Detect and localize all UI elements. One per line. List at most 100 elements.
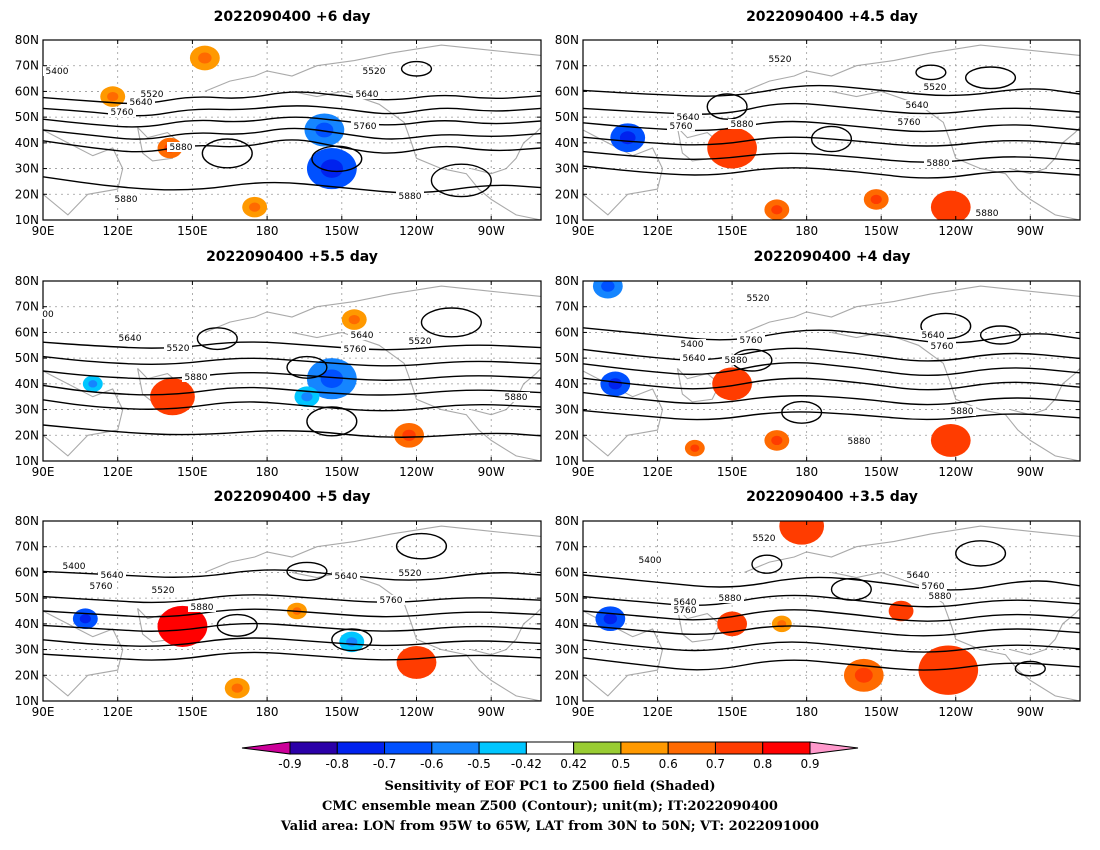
contour-label-bg <box>182 372 210 382</box>
z500-closed-contour <box>430 163 492 198</box>
z500-contour <box>583 409 1080 421</box>
contour-label: 5760 <box>898 118 921 128</box>
lat-tick-label: 60N <box>15 325 39 339</box>
z500-contours-2 <box>583 64 1080 179</box>
lon-axis-1: 90E 120E 150E 180 150W 120W 90W <box>32 40 505 238</box>
lat-tick-label: 20N <box>15 187 39 201</box>
contour-label-bg <box>98 570 126 580</box>
contour-label: 5520 <box>409 337 432 347</box>
lon-tick-label: 120W <box>938 705 973 719</box>
coastline <box>471 608 541 656</box>
lat-tick-label: 80N <box>15 33 39 47</box>
lon-tick-label: 90W <box>478 465 505 479</box>
z500-contours-6 <box>583 540 1080 677</box>
lon-tick-label: 180 <box>795 705 818 719</box>
z500-contour <box>583 639 1080 653</box>
lon-tick-label: 120W <box>399 465 434 479</box>
z500-contours-5 <box>43 532 541 661</box>
z500-closed-contour <box>810 125 853 153</box>
lat-tick-label: 70N <box>555 540 579 554</box>
coastline <box>291 90 541 220</box>
map-frame-2 <box>582 39 1081 221</box>
colorbar-swatch <box>478 741 527 755</box>
map-frame-4 <box>582 280 1081 462</box>
z500-closed-contour <box>400 60 433 77</box>
coastline <box>583 610 664 697</box>
lon-axis-2: 90E 120E 150E 180 150W 120W 90W <box>572 40 1044 238</box>
z500-contours-3 <box>43 307 541 438</box>
contour-label: 5520 <box>747 294 770 304</box>
colorbar-swatch <box>431 741 480 755</box>
lat-tick-label: 40N <box>15 617 39 631</box>
gridlines-4 <box>583 281 1080 461</box>
lon-tick-label: 150W <box>324 224 359 238</box>
contour-label-bg <box>40 309 56 319</box>
contour-label-bg <box>502 392 530 402</box>
coastline <box>831 90 1080 220</box>
z500-closed-contour <box>706 93 748 120</box>
lat-tick-label: 10N <box>15 694 39 708</box>
contour-label: 5760 <box>740 336 763 346</box>
z500-contour <box>43 355 541 367</box>
coastline <box>744 44 1080 92</box>
map-panel-4: 2022090400 +4 day 5520540056405760588056… <box>555 249 1081 479</box>
sensitivity-shade-core <box>725 618 739 630</box>
caption-line-2: CMC ensemble mean Z500 (Contour); unit(m… <box>322 799 778 814</box>
sensitivity-shade-core <box>608 378 623 390</box>
lon-tick-label: 90E <box>32 224 55 238</box>
contour-label: 5760 <box>354 122 377 132</box>
lon-tick-label: 180 <box>256 224 279 238</box>
contour-label: 5640 <box>130 98 153 108</box>
coastline <box>204 525 541 573</box>
z500-contour <box>43 594 541 604</box>
lat-tick-label: 70N <box>15 300 39 314</box>
lon-axis-5: 90E 120E 150E 180 150W 120W 90W <box>32 521 505 719</box>
lat-tick-label: 20N <box>555 187 579 201</box>
lon-tick-label: 180 <box>795 224 818 238</box>
contour-label: 5760 <box>380 596 403 606</box>
lon-tick-label: 180 <box>256 465 279 479</box>
lat-axis-3: 10N 20N 30N 40N 50N 60N 70N 80N <box>15 274 541 468</box>
lon-tick-label: 120E <box>642 465 673 479</box>
sensitivity-shade-core <box>941 433 960 448</box>
contour-label-bg <box>674 112 702 122</box>
z500-contour <box>43 176 541 194</box>
z500-contour <box>43 91 541 105</box>
lon-tick-label: 150E <box>177 465 208 479</box>
lat-axis-5: 10N 20N 30N 40N 50N 60N 70N 80N <box>15 514 541 708</box>
z500-contour <box>43 127 541 140</box>
lon-tick-label: 120W <box>938 224 973 238</box>
coastline <box>831 571 1080 701</box>
lon-tick-label: 150W <box>864 705 899 719</box>
contour-label-bg <box>680 353 708 363</box>
colorbar-tick-label: 0.9 <box>800 757 819 771</box>
z500-closed-contour <box>331 628 373 652</box>
sensitivity-shade-core <box>854 667 873 683</box>
z500-contour <box>43 424 541 438</box>
contour-label: 5880 <box>170 143 193 153</box>
sensitivity-shade-core <box>941 199 960 215</box>
contour-label: 5880 <box>731 120 754 130</box>
contour-label: 5520 <box>753 534 776 544</box>
panel-title-3: 2022090400 +5.5 day <box>206 249 378 265</box>
lat-tick-label: 80N <box>555 274 579 288</box>
panel-title-5: 2022090400 +5 day <box>214 489 371 505</box>
coastline-layer-6 <box>583 525 1080 701</box>
lat-tick-label: 30N <box>15 162 39 176</box>
z500-contour <box>43 341 541 351</box>
z500-contour <box>43 622 541 632</box>
contour-label: 5640 <box>677 113 700 123</box>
contour-label-bg <box>188 602 216 612</box>
panel-title-6: 2022090400 +3.5 day <box>746 489 918 505</box>
lat-tick-label: 40N <box>15 136 39 150</box>
z500-contour <box>583 84 1080 97</box>
colorbar-tick-label: -0.42 <box>511 757 542 771</box>
contour-label-bg <box>149 585 177 595</box>
colorbar-swatch <box>714 741 764 755</box>
contour-label: 5520 <box>399 569 422 579</box>
contour-label-bg <box>928 341 956 351</box>
colorbar-tick-label: 0.8 <box>753 757 772 771</box>
caption-line-1: Sensitivity of EOF PC1 to Z500 field (Sh… <box>384 779 715 794</box>
